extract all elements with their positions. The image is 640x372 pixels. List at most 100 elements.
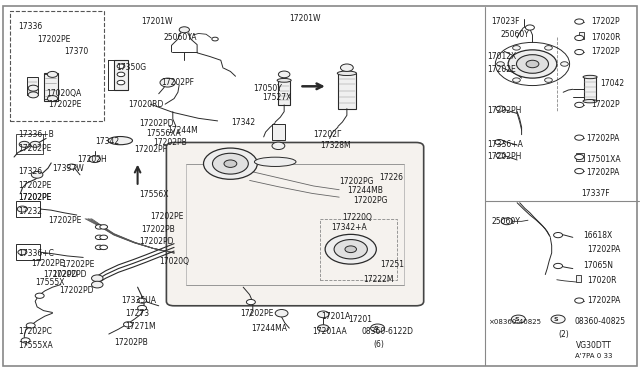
Circle shape [511,315,525,323]
Text: 17342: 17342 [232,118,256,126]
Text: 17337W: 17337W [52,164,84,173]
Text: 17220Q: 17220Q [342,213,372,222]
Text: 17202PA: 17202PA [588,246,621,254]
Circle shape [317,325,329,331]
Text: 17202PE: 17202PE [48,100,81,109]
Circle shape [138,305,147,311]
Circle shape [561,62,568,66]
Circle shape [95,235,103,240]
Text: 17020RD: 17020RD [128,100,163,109]
Text: 17202PE: 17202PE [18,193,51,202]
Bar [576,153,584,161]
Text: 17336+B: 17336+B [18,130,54,139]
Circle shape [575,35,584,41]
Circle shape [325,234,376,264]
Text: 17337F: 17337F [581,189,610,198]
Circle shape [212,37,218,41]
Text: 25060YA: 25060YA [164,33,197,42]
Text: (2): (2) [558,330,569,339]
Text: 17202PE: 17202PE [150,212,184,221]
Circle shape [21,338,30,343]
Text: 17023F: 17023F [492,17,520,26]
Text: 17202PD: 17202PD [140,237,174,246]
Text: 17202PB: 17202PB [141,225,175,234]
Text: 17201W: 17201W [289,14,321,23]
Circle shape [516,55,548,73]
Text: 17202Γ: 17202Γ [314,130,342,139]
Circle shape [17,206,28,212]
Circle shape [340,64,353,71]
Circle shape [92,281,103,288]
Text: 17336+C: 17336+C [18,249,54,258]
Text: 17328M: 17328M [320,141,351,150]
Bar [27,77,38,95]
Text: 17202PE: 17202PE [48,216,81,225]
Text: 25060Y: 25060Y [492,217,520,226]
Circle shape [334,240,367,259]
Text: S: S [514,317,519,322]
Bar [576,275,581,282]
Circle shape [100,245,108,250]
Text: 17020Q: 17020Q [159,257,189,266]
Circle shape [95,245,103,250]
Circle shape [100,225,108,229]
Text: 17202P: 17202P [591,17,620,26]
Text: 17202PA: 17202PA [586,169,620,177]
Circle shape [275,310,288,317]
Text: S: S [554,317,559,322]
Text: 17244MA: 17244MA [251,324,287,333]
Circle shape [100,235,108,240]
Text: 17202E: 17202E [488,65,516,74]
Circle shape [204,148,257,179]
Text: 17555X: 17555X [35,278,65,287]
Circle shape [508,50,557,78]
Circle shape [117,64,125,68]
Text: 17202PE: 17202PE [240,309,273,318]
Text: 17202PH: 17202PH [488,106,522,115]
Text: 17336+A: 17336+A [488,140,524,149]
Circle shape [554,263,563,269]
Text: 17042: 17042 [600,79,625,88]
Circle shape [551,315,565,323]
Text: 17326: 17326 [18,167,42,176]
Text: 17202PB: 17202PB [154,138,188,147]
Circle shape [513,46,520,50]
Circle shape [30,141,40,147]
Text: 17202PA: 17202PA [586,134,620,143]
Circle shape [575,298,584,303]
Circle shape [28,92,38,98]
Circle shape [28,85,38,91]
Circle shape [497,62,504,66]
Circle shape [117,72,125,77]
Circle shape [95,225,103,229]
Text: 17202PE: 17202PE [18,144,51,153]
Bar [579,32,584,39]
Circle shape [278,71,290,78]
Ellipse shape [254,157,296,167]
Text: ×08360-40825: ×08360-40825 [488,319,541,325]
Circle shape [138,298,147,303]
Bar [10,11,104,121]
Text: 17202PE: 17202PE [18,181,51,190]
Text: 17202PE: 17202PE [18,193,51,202]
Ellipse shape [277,78,291,82]
Circle shape [19,141,29,147]
Text: A'7PA 0 33: A'7PA 0 33 [575,353,612,359]
Circle shape [513,78,520,82]
Text: 08360-40825: 08360-40825 [575,317,626,326]
Circle shape [554,232,563,238]
Ellipse shape [583,100,597,103]
Bar [16,244,40,260]
FancyBboxPatch shape [166,142,424,306]
Text: 17226: 17226 [379,173,403,182]
Bar [584,77,596,101]
Bar [278,81,290,105]
Text: 17342: 17342 [95,137,119,146]
Text: 17244M: 17244M [168,126,198,135]
Text: 17342+A: 17342+A [332,223,367,232]
Text: 25060Y: 25060Y [500,30,529,39]
Circle shape [545,46,552,50]
Text: 17201A: 17201A [321,312,351,321]
Text: 17202H: 17202H [77,155,106,164]
Text: 17202PE: 17202PE [31,259,64,268]
